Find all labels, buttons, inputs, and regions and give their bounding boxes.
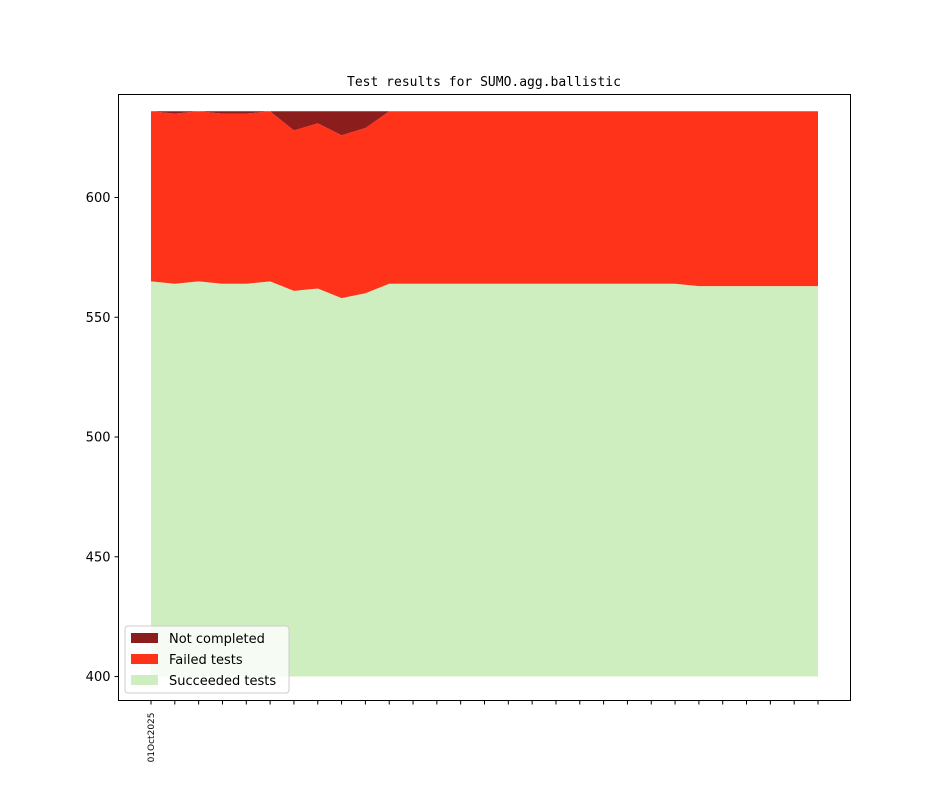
chart-title: Test results for SUMO.agg.ballistic xyxy=(347,75,621,90)
stacked-areas xyxy=(151,111,818,677)
x-tick-label: 01Oct2025 xyxy=(147,713,157,763)
legend-swatch xyxy=(131,675,158,685)
area-not-completed xyxy=(151,111,818,136)
y-tick-label: 500 xyxy=(86,431,111,446)
legend-label: Succeeded tests xyxy=(169,674,276,689)
legend: Not completed Failed tests Succeeded tests xyxy=(124,625,290,694)
legend-swatch xyxy=(131,633,158,643)
area-succeeded-tests xyxy=(151,281,818,677)
area-failed-tests xyxy=(151,111,818,299)
y-tick-label: 550 xyxy=(86,311,111,326)
x-axis: 01Oct2025 xyxy=(147,700,819,763)
legend-swatch xyxy=(131,654,158,664)
legend-label: Failed tests xyxy=(169,653,243,668)
y-tick-label: 400 xyxy=(86,670,111,685)
y-tick-label: 450 xyxy=(86,550,111,565)
legend-box xyxy=(124,625,290,694)
y-tick-label: 600 xyxy=(86,191,111,206)
y-axis: 400 450 500 550 600 xyxy=(86,191,119,685)
legend-label: Not completed xyxy=(169,632,265,647)
